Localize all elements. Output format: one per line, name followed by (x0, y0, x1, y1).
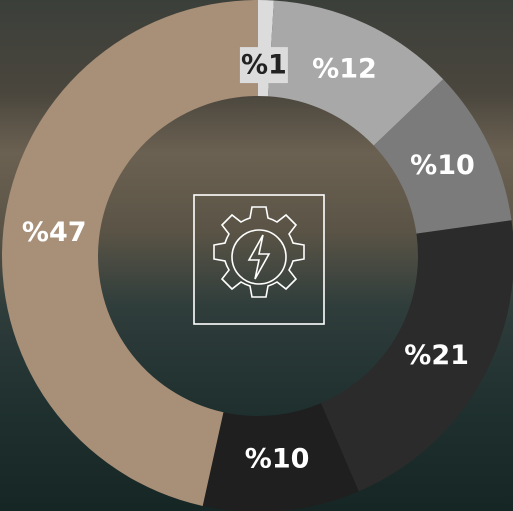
value-label: %12 (312, 54, 377, 85)
labels: %1 %12 %10 %21 %10 %47 (22, 47, 475, 475)
donut-slice (2, 0, 259, 506)
donut-slice (267, 0, 444, 146)
value-label: %47 (22, 217, 87, 248)
bolt-icon (247, 234, 271, 280)
donut-slice (320, 220, 513, 492)
label-box (239, 47, 288, 84)
value-label: %10 (410, 150, 475, 181)
donut-slice (373, 79, 512, 234)
gear-icon (213, 206, 305, 298)
donut-slice (202, 403, 359, 511)
gear-ring (231, 229, 287, 285)
icon-frame (193, 194, 325, 325)
value-label: %10 (245, 444, 310, 475)
value-label: %1 (241, 50, 287, 81)
value-label: %21 (404, 340, 469, 371)
center-icon (193, 194, 325, 325)
